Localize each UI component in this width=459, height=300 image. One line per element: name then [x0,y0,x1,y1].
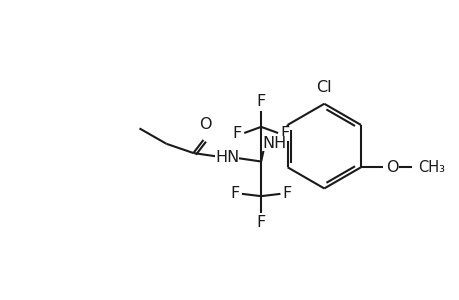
Text: CH₃: CH₃ [417,160,444,175]
Text: O: O [386,160,398,175]
Text: F: F [282,186,291,201]
Text: F: F [230,186,239,201]
Text: F: F [256,215,265,230]
Text: HN: HN [215,150,239,165]
Text: F: F [256,94,265,109]
Text: Cl: Cl [316,80,331,94]
Text: O: O [198,117,211,132]
Text: F: F [232,125,241,140]
Text: F: F [280,125,289,140]
Text: NH: NH [262,136,286,151]
